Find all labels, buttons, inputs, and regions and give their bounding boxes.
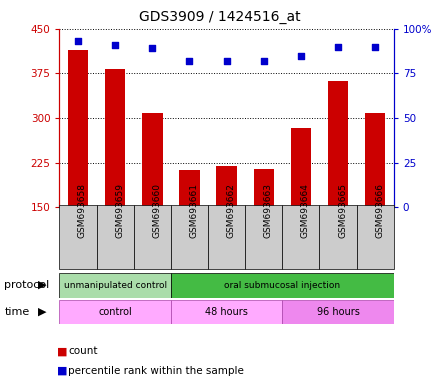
FancyBboxPatch shape — [171, 205, 208, 269]
FancyBboxPatch shape — [59, 273, 171, 298]
Text: GSM693661: GSM693661 — [190, 183, 198, 238]
Text: GSM693665: GSM693665 — [338, 183, 347, 238]
FancyBboxPatch shape — [134, 205, 171, 269]
Text: unmanipulated control: unmanipulated control — [63, 281, 167, 290]
Text: protocol: protocol — [4, 280, 50, 290]
FancyBboxPatch shape — [171, 300, 282, 324]
Text: 96 hours: 96 hours — [317, 307, 359, 317]
Text: ▶: ▶ — [37, 280, 46, 290]
FancyBboxPatch shape — [59, 205, 96, 269]
Bar — [365, 113, 385, 207]
Bar — [291, 128, 311, 207]
Bar — [68, 50, 88, 207]
Point — [223, 58, 230, 64]
Text: count: count — [68, 346, 98, 356]
Text: GSM693663: GSM693663 — [264, 183, 273, 238]
Text: GSM693666: GSM693666 — [375, 183, 384, 238]
Text: GSM693660: GSM693660 — [152, 183, 161, 238]
Point — [297, 53, 304, 59]
Text: GDS3909 / 1424516_at: GDS3909 / 1424516_at — [139, 10, 301, 23]
Text: ■: ■ — [57, 366, 68, 376]
FancyBboxPatch shape — [282, 300, 394, 324]
Text: GSM693659: GSM693659 — [115, 183, 124, 238]
FancyBboxPatch shape — [59, 300, 171, 324]
Bar — [179, 170, 200, 207]
FancyBboxPatch shape — [171, 273, 394, 298]
Text: oral submucosal injection: oral submucosal injection — [224, 281, 341, 290]
Point — [74, 38, 81, 45]
Text: percentile rank within the sample: percentile rank within the sample — [68, 366, 244, 376]
Point — [334, 43, 341, 50]
FancyBboxPatch shape — [208, 205, 245, 269]
Text: 48 hours: 48 hours — [205, 307, 248, 317]
Point — [372, 43, 379, 50]
FancyBboxPatch shape — [319, 205, 357, 269]
FancyBboxPatch shape — [357, 205, 394, 269]
Text: control: control — [98, 307, 132, 317]
Bar — [105, 69, 125, 207]
FancyBboxPatch shape — [96, 205, 134, 269]
FancyBboxPatch shape — [282, 205, 319, 269]
Point — [186, 58, 193, 64]
Text: ▶: ▶ — [37, 307, 46, 317]
Text: GSM693658: GSM693658 — [78, 183, 87, 238]
Text: GSM693662: GSM693662 — [227, 183, 235, 238]
Point — [260, 58, 267, 64]
Point — [112, 42, 119, 48]
FancyBboxPatch shape — [245, 205, 282, 269]
Point — [149, 45, 156, 51]
Bar — [142, 113, 162, 207]
Bar — [253, 169, 274, 207]
Text: ■: ■ — [57, 346, 68, 356]
Bar — [328, 81, 348, 207]
Text: GSM693664: GSM693664 — [301, 183, 310, 238]
Bar — [216, 166, 237, 207]
Text: time: time — [4, 307, 29, 317]
